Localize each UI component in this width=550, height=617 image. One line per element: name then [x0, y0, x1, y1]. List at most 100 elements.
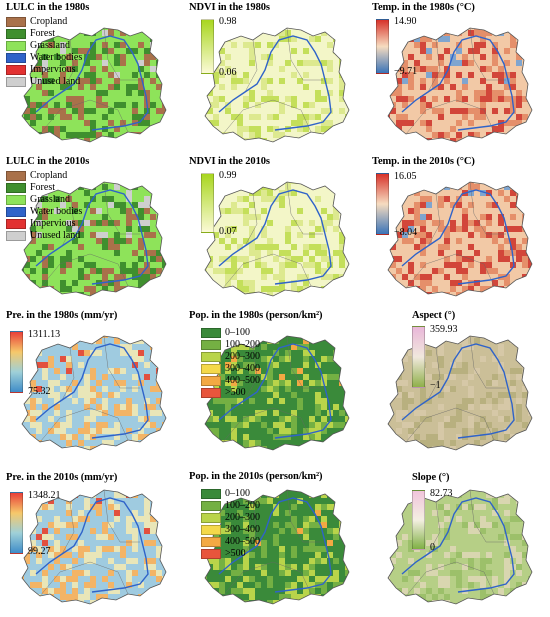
swatch-unused-land	[6, 77, 26, 87]
region-boundary	[204, 181, 350, 297]
swatch-grassland	[6, 41, 26, 51]
panel-slope: Slope (°) 82.73 0	[366, 462, 549, 616]
legend-item-0-100: 0–100	[201, 327, 260, 339]
ramp-max-label: 16.05	[394, 171, 417, 182]
sub-basin-lines	[222, 335, 323, 443]
panel-title: NDVI in the 1980s	[189, 2, 270, 13]
legend-item-over-500: >500	[201, 387, 260, 399]
swatch	[201, 513, 221, 523]
panel-title: LULC in the 1980s	[6, 2, 90, 13]
swatch-impervious	[6, 219, 26, 229]
legend-item-grassland: Grassland	[6, 40, 82, 52]
yellow-river	[218, 343, 332, 439]
map-pop-1980s	[204, 335, 350, 451]
legend-label: 400–500	[225, 536, 260, 547]
ramp-min-label: 0.07	[219, 226, 237, 237]
color-ramp	[376, 173, 389, 235]
yellow-river	[401, 497, 515, 593]
legend-label: 100–200	[225, 500, 260, 511]
map-pre-2010s	[21, 489, 167, 605]
legend-item-over-500: >500	[201, 548, 260, 560]
legend-item-water-bodies: Water bodies	[6, 206, 82, 218]
region-boundary	[21, 27, 167, 143]
swatch-cropland	[6, 171, 26, 181]
swatch	[201, 328, 221, 338]
legend-item-forest: Forest	[6, 28, 82, 40]
region-boundary	[204, 489, 350, 605]
legend-label: Cropland	[30, 170, 68, 181]
legend-item-unused-land: Unused land	[6, 230, 82, 242]
panel-ndvi-2010s: NDVI in the 2010s 0.99 0.07	[183, 154, 366, 308]
yellow-river	[35, 343, 149, 439]
legend-label: Water bodies	[30, 52, 83, 63]
yellow-river	[35, 35, 149, 131]
swatch	[201, 352, 221, 362]
swatch	[201, 549, 221, 559]
map-lulc-2010s	[21, 181, 167, 297]
ramp-min-label: 0.06	[219, 67, 237, 78]
map-slope	[387, 489, 533, 605]
panel-title: Pre. in the 1980s (mm/yr)	[6, 310, 118, 321]
legend-label: 400–500	[225, 375, 260, 386]
legend-label: 200–300	[225, 512, 260, 523]
legend-label: Water bodies	[30, 206, 83, 217]
swatch	[201, 489, 221, 499]
sub-basin-lines	[405, 27, 506, 135]
swatch-grassland	[6, 195, 26, 205]
map-fill	[22, 490, 166, 604]
region-boundary	[387, 335, 533, 451]
panel-pre-1980s: Pre. in the 1980s (mm/yr) 1311.13 75.32	[0, 308, 183, 462]
color-ramp	[10, 492, 23, 554]
panel-pop-1980s: Pop. in the 1980s (person/km²) 0–100 100…	[183, 308, 366, 462]
legend-item-impervious: Impervious	[6, 218, 82, 230]
lulc-legend: Cropland Forest Grassland Water bodies I…	[6, 16, 82, 88]
legend-item-300-400: 300–400	[201, 524, 260, 536]
ramp-max-label: 14.90	[394, 16, 417, 27]
yellow-river	[218, 35, 332, 131]
panel-title: Pre. in the 2010s (mm/yr)	[6, 472, 118, 483]
yellow-river	[401, 189, 515, 285]
sub-basin-lines	[39, 489, 140, 597]
panel-pop-2010s: Pop. in the 2010s (person/km²) 0–100 100…	[183, 462, 366, 616]
pop-legend: 0–100 100–200 200–300 300–400 400–500 >5…	[201, 488, 260, 560]
yellow-river	[35, 189, 149, 285]
region-boundary	[21, 489, 167, 605]
sub-basin-lines	[405, 335, 506, 443]
sub-basin-lines	[39, 335, 140, 443]
legend-item-forest: Forest	[6, 182, 82, 194]
map-fill	[388, 490, 532, 604]
map-fill	[205, 336, 349, 450]
legend-item-100-200: 100–200	[201, 339, 260, 351]
panel-title: Temp. in the 2010s (°C)	[372, 156, 475, 167]
panel-temp-1980s: Temp. in the 1980s (°C) 14.90 −9.71	[366, 0, 549, 154]
swatch-forest	[6, 183, 26, 193]
legend-label: >500	[225, 387, 246, 398]
legend-item-water-bodies: Water bodies	[6, 52, 82, 64]
swatch-water-bodies	[6, 207, 26, 217]
legend-item-grassland: Grassland	[6, 194, 82, 206]
panel-title: NDVI in the 2010s	[189, 156, 270, 167]
legend-item-400-500: 400–500	[201, 536, 260, 548]
swatch-unused-land	[6, 231, 26, 241]
region-boundary	[204, 27, 350, 143]
color-ramp	[412, 326, 425, 388]
region-boundary	[21, 335, 167, 451]
map-lulc-1980s	[21, 27, 167, 143]
region-boundary	[21, 181, 167, 297]
region-boundary	[387, 489, 533, 605]
sub-basin-lines	[39, 27, 140, 135]
ramp-min-label: 0	[430, 542, 435, 553]
legend-label: Impervious	[30, 218, 76, 229]
yellow-river	[218, 497, 332, 593]
swatch	[201, 340, 221, 350]
swatch	[201, 537, 221, 547]
panel-title: Aspect (°)	[412, 310, 456, 321]
legend-item-cropland: Cropland	[6, 170, 82, 182]
region-boundary	[387, 181, 533, 297]
yellow-river	[401, 343, 515, 439]
ramp-max-label: 1311.13	[28, 329, 61, 340]
map-fill	[388, 336, 532, 450]
legend-label: Forest	[30, 28, 55, 39]
map-pre-1980s	[21, 335, 167, 451]
legend-item-unused-land: Unused land	[6, 76, 82, 88]
